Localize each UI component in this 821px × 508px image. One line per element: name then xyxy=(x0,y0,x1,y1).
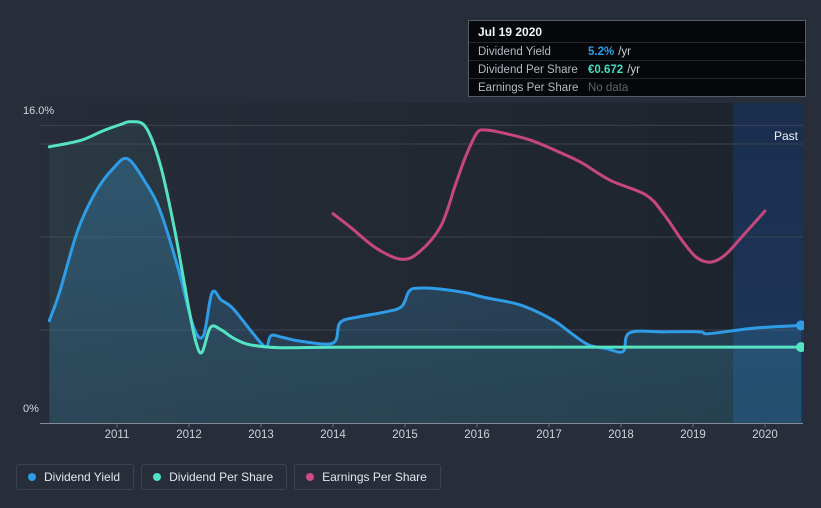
series-color-dot xyxy=(306,473,315,481)
x-axis-labels: 2011 2012 2013 2014 2015 2016 2017 2018 2019 2020 xyxy=(0,429,821,445)
tooltip-unit: /yr xyxy=(618,45,631,58)
legend-label: Earnings Per Share xyxy=(322,470,427,484)
legend-item-dividend-per-share[interactable]: Dividend Per Share xyxy=(141,464,288,490)
legend-label: Dividend Per Share xyxy=(169,470,274,484)
past-label: Past xyxy=(773,129,798,143)
chart-tooltip: Jul 19 2020 Dividend Yield 5.2% /yr Divi… xyxy=(468,20,806,97)
x-axis-label: 2011 xyxy=(104,429,130,441)
chart-legend: Dividend Yield Dividend Per Share Earnin… xyxy=(16,464,441,490)
series-color-dot xyxy=(153,473,162,481)
tooltip-label: Dividend Yield xyxy=(478,45,551,58)
tooltip-row-earnings-per-share: Earnings Per Share No data xyxy=(469,78,805,96)
tooltip-unit: /yr xyxy=(627,63,640,76)
x-axis-label: 2015 xyxy=(392,429,418,441)
tooltip-row-dividend-yield: Dividend Yield 5.2% /yr xyxy=(469,42,805,60)
tooltip-value: No data xyxy=(588,81,629,94)
x-axis-label: 2020 xyxy=(752,429,778,441)
y-axis-min-label: 0% xyxy=(23,403,39,415)
tooltip-label: Earnings Per Share xyxy=(478,81,579,94)
legend-item-earnings-per-share[interactable]: Earnings Per Share xyxy=(294,464,441,490)
legend-item-dividend-yield[interactable]: Dividend Yield xyxy=(16,464,135,490)
series-color-dot xyxy=(28,473,36,481)
tooltip-label: Dividend Per Share xyxy=(478,63,578,76)
tooltip-value: 5.2% xyxy=(588,45,615,58)
y-axis-max-label: 16.0% xyxy=(23,105,55,117)
x-axis-label: 2012 xyxy=(176,429,202,441)
x-axis-label: 2016 xyxy=(464,429,490,441)
x-axis-label: 2019 xyxy=(680,429,706,441)
tooltip-value: €0.672 xyxy=(588,63,624,76)
legend-label: Dividend Yield xyxy=(44,470,121,484)
x-axis-label: 2013 xyxy=(248,429,274,441)
x-axis-label: 2018 xyxy=(608,429,634,441)
tooltip-date: Jul 19 2020 xyxy=(478,25,543,39)
tooltip-row-dividend-per-share: Dividend Per Share €0.672 /yr xyxy=(469,60,805,78)
x-axis-label: 2017 xyxy=(536,429,562,441)
x-axis-label: 2014 xyxy=(320,429,346,441)
